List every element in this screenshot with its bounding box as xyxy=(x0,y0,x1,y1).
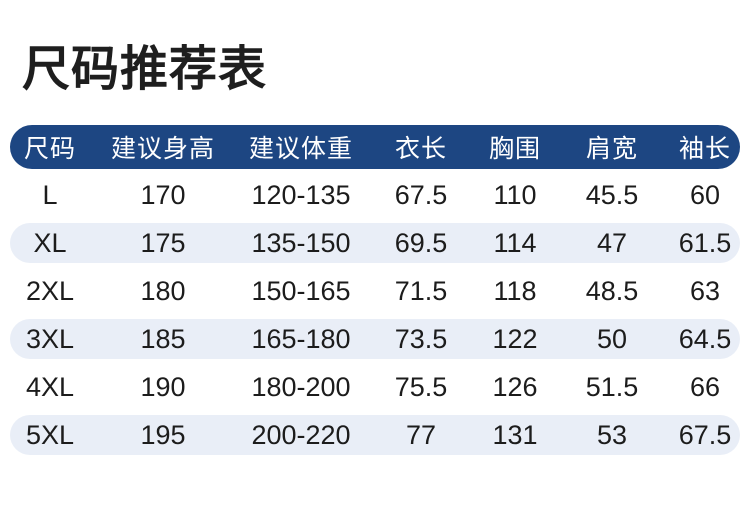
table-cell: 180-200 xyxy=(251,371,351,402)
table-cell: 165-180 xyxy=(251,323,351,354)
table-cell: 73.5 xyxy=(394,323,448,354)
table-cell: 118 xyxy=(493,275,537,306)
table-cell: 170 xyxy=(140,179,186,210)
table-cell: 114 xyxy=(493,227,537,258)
table-cell: 180 xyxy=(140,275,186,306)
table-cell: 110 xyxy=(493,179,537,210)
size-table: 尺码 建议身高 建议体重 衣长 胸围 肩宽 袖长 L 170 120-135 67.5 110 45.… xyxy=(0,125,750,459)
table-cell: 64.5 xyxy=(678,323,732,354)
table-cell: 60 xyxy=(689,179,721,210)
table-body: L 170 120-135 67.5 110 45.5 60 XL 175 135-150 69.5… xyxy=(0,171,750,459)
table-row: 3XL 185 165-180 73.5 122 50 64.5 xyxy=(0,315,750,363)
table-cell: 71.5 xyxy=(394,275,448,306)
table-cell: 2XL xyxy=(25,275,75,306)
table-row: 5XL 195 200-220 77 131 53 67.5 xyxy=(0,411,750,459)
table-cell: XL xyxy=(33,227,67,258)
column-header: 袖长 xyxy=(678,135,731,163)
column-header: 衣长 xyxy=(394,135,447,163)
column-header: 肩宽 xyxy=(585,135,638,163)
table-row: 4XL 190 180-200 75.5 126 51.5 66 xyxy=(0,363,750,411)
table-row: 2XL 180 150-165 71.5 118 48.5 63 xyxy=(0,267,750,315)
table-cell: 63 xyxy=(689,275,721,306)
table-cell: 45.5 xyxy=(585,179,639,210)
table-cell: 47 xyxy=(596,227,628,258)
table-cell: 77 xyxy=(405,419,437,450)
table-cell: 175 xyxy=(140,227,186,258)
table-cell: 135-150 xyxy=(251,227,351,258)
table-cell: 53 xyxy=(596,419,628,450)
table-cell: 5XL xyxy=(25,419,75,450)
table-cell: 126 xyxy=(492,371,538,402)
column-header: 建议身高 xyxy=(110,135,215,163)
table-cell: 3XL xyxy=(25,323,75,354)
table-cell: 48.5 xyxy=(585,275,639,306)
table-cell: 195 xyxy=(140,419,186,450)
column-header: 尺码 xyxy=(23,135,76,163)
table-cell: 200-220 xyxy=(251,419,351,450)
table-cell: 150-165 xyxy=(251,275,351,306)
table-cell: 122 xyxy=(492,323,538,354)
table-cell: 131 xyxy=(492,419,538,450)
table-cell: 4XL xyxy=(25,371,75,402)
table-cell: 67.5 xyxy=(678,419,732,450)
table-cell: 61.5 xyxy=(678,227,732,258)
table-cell: 190 xyxy=(140,371,186,402)
table-cell: L xyxy=(42,179,58,210)
table-cell: 51.5 xyxy=(585,371,639,402)
table-cell: 50 xyxy=(596,323,628,354)
column-header: 胸围 xyxy=(488,135,541,163)
page-title: 尺码推荐表 xyxy=(22,43,268,96)
table-cell: 120-135 xyxy=(251,179,351,210)
table-row: L 170 120-135 67.5 110 45.5 60 xyxy=(0,171,750,219)
table-cell: 66 xyxy=(689,371,721,402)
table-header-row: 尺码 建议身高 建议体重 衣长 胸围 肩宽 袖长 xyxy=(0,125,750,169)
column-header: 建议体重 xyxy=(248,135,353,163)
table-cell: 69.5 xyxy=(394,227,448,258)
table-row: XL 175 135-150 69.5 114 47 61.5 xyxy=(0,219,750,267)
table-cell: 67.5 xyxy=(394,179,448,210)
table-cell: 75.5 xyxy=(394,371,448,402)
table-cell: 185 xyxy=(140,323,186,354)
